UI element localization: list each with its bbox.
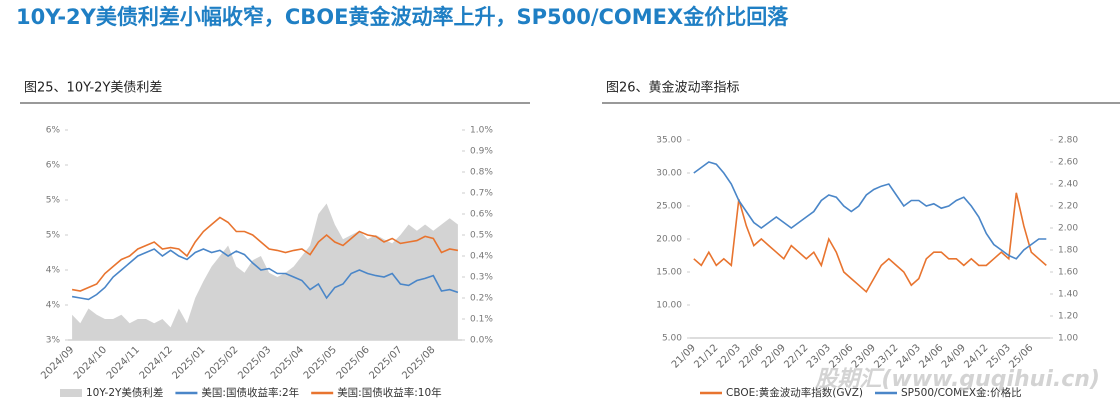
x-tick-label: 22/03 xyxy=(715,342,743,370)
y-tick-label: 5.00 xyxy=(662,334,682,344)
y2-tick-label: 0.4% xyxy=(470,252,493,262)
y-tick-label: 15.00 xyxy=(656,268,682,278)
x-tick-label: 2025/04 xyxy=(269,344,306,381)
x-tick-label: 2024/12 xyxy=(138,344,175,381)
line xyxy=(693,161,1047,260)
line xyxy=(693,192,1047,294)
y-tick-label: 10.00 xyxy=(656,301,682,311)
x-tick-label: 22/12 xyxy=(782,342,810,370)
x-tick-label: 21/12 xyxy=(692,342,720,370)
y2-tick-label: 1.00 xyxy=(1058,334,1078,344)
legend-label: CBOE:黄金波动率指数(GVZ) xyxy=(726,386,863,399)
legend-label: 10Y-2Y美债利差 xyxy=(86,386,163,399)
x-tick-label: 22/09 xyxy=(760,342,788,370)
watermark: 股期汇(www.guqihui.cn) xyxy=(814,367,1100,392)
y2-tick-label: 2.40 xyxy=(1058,180,1078,190)
x-tick-label: 2025/01 xyxy=(171,344,208,381)
y2-tick-label: 0.7% xyxy=(470,189,493,199)
x-tick-label: 2024/10 xyxy=(72,344,109,381)
legend-label: SP500/COMEX金:价格比 xyxy=(901,386,1022,399)
chart-title: 图25、10Y-2Y美债利差 xyxy=(24,81,162,96)
x-tick-label: 2025/06 xyxy=(335,344,372,381)
x-tick-label: 2025/03 xyxy=(236,344,273,381)
x-tick-label: 2025/08 xyxy=(400,344,437,381)
legend-label: 美国:国债收益率:2年 xyxy=(201,386,299,399)
y2-tick-label: 2.20 xyxy=(1058,202,1078,212)
y-tick-label: 4% xyxy=(46,266,61,276)
area xyxy=(72,203,458,340)
y2-tick-label: 1.20 xyxy=(1058,312,1078,322)
x-tick-label: 2024/09 xyxy=(39,344,76,381)
y2-tick-label: 0.2% xyxy=(470,294,493,304)
y-tick-label: 25.00 xyxy=(656,202,682,212)
y-tick-label: 5% xyxy=(46,231,61,241)
y2-tick-label: 0.5% xyxy=(470,231,493,241)
chart-title: 图26、黄金波动率指标 xyxy=(606,80,740,96)
y-tick-label: 6% xyxy=(46,161,61,171)
y2-tick-label: 2.60 xyxy=(1058,158,1078,168)
y2-tick-label: 0.6% xyxy=(470,210,493,220)
y-tick-label: 20.00 xyxy=(656,235,682,245)
legend-swatch xyxy=(60,389,82,397)
x-tick-label: 2025/05 xyxy=(302,344,339,381)
y2-tick-label: 1.40 xyxy=(1058,290,1078,300)
y2-tick-label: 1.80 xyxy=(1058,246,1078,256)
x-tick-label: 2025/02 xyxy=(203,344,240,381)
x-tick-label: 21/09 xyxy=(670,342,698,370)
y2-tick-label: 0.8% xyxy=(470,168,493,178)
y2-tick-label: 0.3% xyxy=(470,273,493,283)
y2-tick-label: 2.00 xyxy=(1058,224,1078,234)
y-tick-label: 4% xyxy=(46,301,61,311)
page-title: 10Y-2Y美债利差小幅收窄，CBOE黄金波动率上升，SP500/COMEX金价… xyxy=(16,5,789,29)
y2-tick-label: 2.80 xyxy=(1058,136,1078,146)
line xyxy=(71,216,459,292)
y2-tick-label: 1.0% xyxy=(470,126,493,136)
x-tick-label: 2025/07 xyxy=(368,344,405,381)
y2-tick-label: 0.1% xyxy=(470,315,493,325)
line xyxy=(71,248,459,301)
y-tick-label: 3% xyxy=(46,336,61,346)
y-tick-label: 30.00 xyxy=(656,169,682,179)
x-tick-label: 22/06 xyxy=(737,342,765,370)
x-tick-label: 2024/11 xyxy=(105,344,142,381)
y-tick-label: 5% xyxy=(46,196,61,206)
y2-tick-label: 1.60 xyxy=(1058,268,1078,278)
y2-tick-label: 0.0% xyxy=(470,336,493,346)
legend-label: 美国:国债收益率:10年 xyxy=(337,386,441,399)
y-tick-label: 6% xyxy=(46,126,61,136)
y-tick-label: 35.00 xyxy=(656,136,682,146)
y2-tick-label: 0.9% xyxy=(470,147,493,157)
